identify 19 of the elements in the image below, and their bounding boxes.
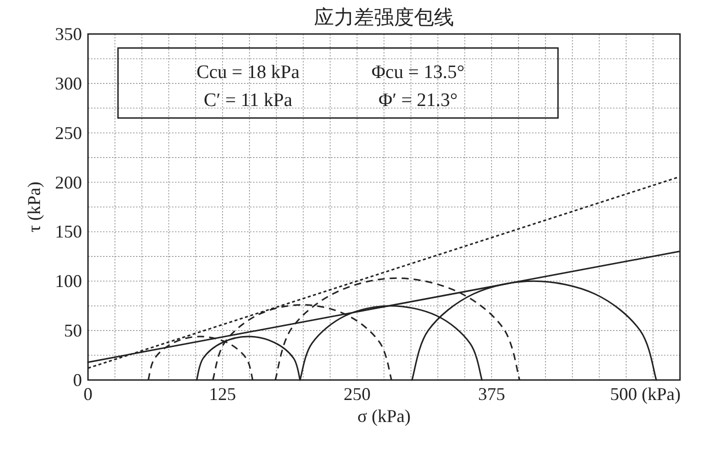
x-axis-title: σ (kPa) <box>357 406 411 426</box>
y-tick-label: 350 <box>55 24 82 44</box>
y-tick-label: 100 <box>55 271 82 292</box>
annotation: Φcu = 13.5° <box>372 62 464 83</box>
y-tick-label: 250 <box>55 122 82 143</box>
x-tick-label: 125 <box>209 384 236 404</box>
x-tick-label: 250 <box>344 384 371 404</box>
y-tick-label: 200 <box>55 172 82 192</box>
y-tick-label: 50 <box>64 320 82 341</box>
x-tick-label: 500 (kPa) <box>610 384 681 404</box>
chart-title: 应力差强度包线 <box>314 5 454 29</box>
y-tick-label: 300 <box>55 73 82 94</box>
annotation: Φ′ = 21.3° <box>378 90 458 111</box>
y-axis-title: τ (kPa) <box>24 182 44 232</box>
annotation: Ccu = 18 kPa <box>196 62 300 83</box>
y-tick-label: 0 <box>73 370 82 390</box>
y-tick-label: 150 <box>55 222 82 242</box>
annotation: C′ = 11 kPa <box>204 90 293 111</box>
x-tick-label: 375 <box>478 384 506 404</box>
